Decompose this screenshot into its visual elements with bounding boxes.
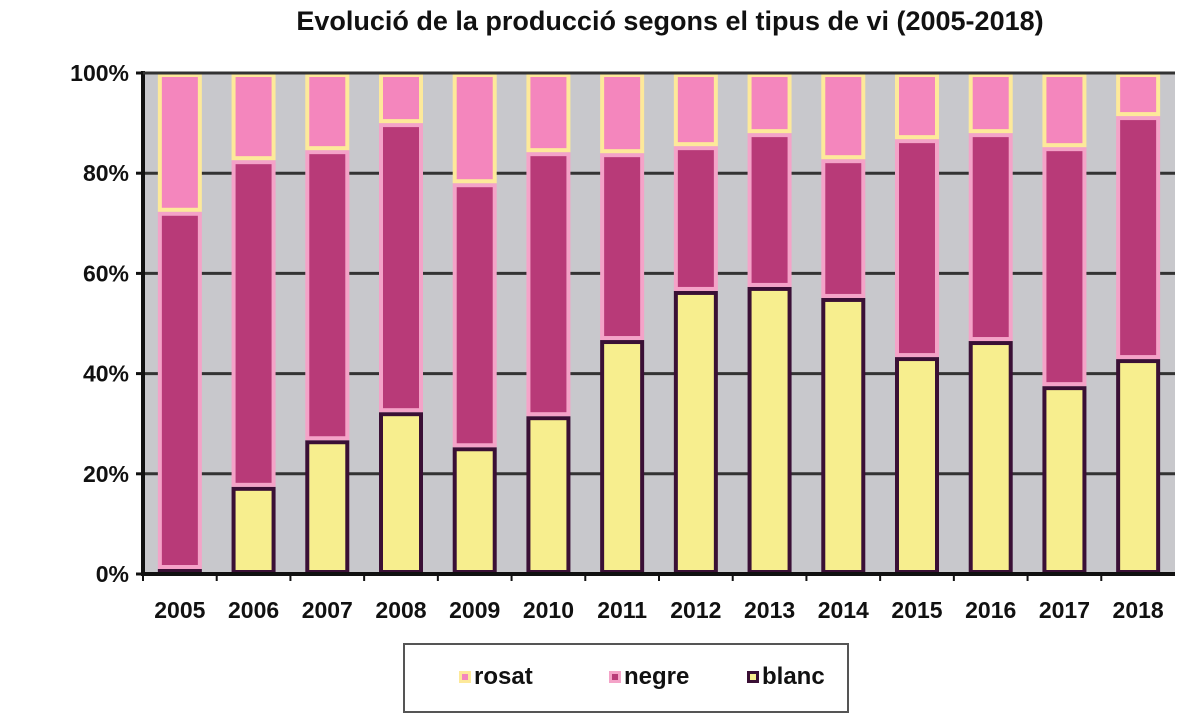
y-tick-label: 60% [83,260,129,286]
y-tick-label: 100% [70,60,129,86]
bar-rosat-2008 [379,73,423,124]
y-tick-label: 20% [83,461,129,487]
legend-swatch-rosat [459,671,471,683]
bar-rosat-2014 [821,73,866,160]
x-tick-label: 2016 [965,597,1016,623]
x-tick-label: 2011 [597,597,647,623]
chart-title: Evolució de la producció segons el tipus… [296,6,1044,36]
bar-blanc-2013 [747,286,792,574]
bar-blanc-2015 [895,357,939,574]
x-tick-label: 2005 [154,597,205,623]
x-tick-label: 2013 [744,597,795,623]
bar-negre-2005 [157,211,202,569]
bar-negre-2007 [305,150,350,441]
y-tick-label: 0% [96,561,129,587]
legend-item-rosat: rosat [459,663,533,691]
x-tick-label: 2014 [818,597,869,623]
bar-rosat-2007 [305,73,350,151]
bar-negre-2006 [231,160,276,487]
x-tick-label: 2015 [891,597,942,623]
bar-negre-2011 [600,153,645,341]
bar-rosat-2013 [747,73,792,134]
legend: rosat negre blanc [403,643,849,713]
bar-blanc-2009 [452,447,497,575]
bar-negre-2015 [895,139,939,358]
y-tick-label: 80% [83,160,129,186]
legend-swatch-blanc [747,671,759,683]
bar-blanc-2010 [526,416,571,574]
x-tick-label: 2017 [1039,597,1090,623]
bar-rosat-2005 [157,73,202,212]
bar-negre-2009 [452,183,497,448]
stacked-bar-chart: 0% 20% 40% 60% 80% 100% 2005 2006 2007 2008 2009 20… [70,60,1175,623]
bar-blanc-2014 [821,297,866,574]
bar-rosat-2006 [231,73,276,161]
bar-rosat-2012 [673,73,718,147]
bar-blanc-2018 [1116,359,1161,575]
bar-blanc-2008 [379,412,423,574]
x-tick-label: 2006 [228,597,279,623]
bar-blanc-2017 [1042,386,1087,574]
bar-negre-2017 [1042,147,1087,387]
x-tick-label: 2007 [302,597,353,623]
bar-blanc-2011 [600,340,645,574]
bar-rosat-2015 [895,73,939,140]
legend-label-blanc: blanc [762,663,825,690]
legend-item-blanc: blanc [747,663,825,691]
bar-negre-2018 [1116,116,1161,360]
bar-rosat-2011 [600,73,645,154]
bar-negre-2008 [379,123,423,413]
legend-item-negre: negre [609,663,689,691]
bar-rosat-2018 [1116,73,1161,117]
bar-negre-2012 [673,146,718,291]
x-tick-label: 2009 [449,597,500,623]
x-tick-label: 2018 [1113,597,1164,623]
bar-blanc-2007 [305,440,350,574]
bar-rosat-2017 [1042,73,1087,148]
x-tick-label: 2012 [670,597,721,623]
bar-blanc-2012 [673,290,718,574]
y-tick-label: 40% [83,361,129,387]
bar-negre-2016 [968,133,1013,342]
legend-label-rosat: rosat [474,663,533,690]
bar-blanc-2006 [231,486,276,574]
bar-blanc-2016 [968,341,1013,574]
bar-negre-2013 [747,133,792,287]
legend-swatch-negre [609,671,621,683]
bar-rosat-2010 [526,73,571,153]
x-tick-label: 2010 [523,597,574,623]
bar-rosat-2016 [968,73,1013,134]
bar-rosat-2009 [452,73,497,184]
bar-blanc-2005 [157,568,202,574]
bar-negre-2014 [821,159,866,298]
bar-negre-2010 [526,152,571,417]
legend-label-negre: negre [624,663,690,690]
x-tick-label: 2008 [375,597,426,623]
plot-area [143,73,1175,574]
